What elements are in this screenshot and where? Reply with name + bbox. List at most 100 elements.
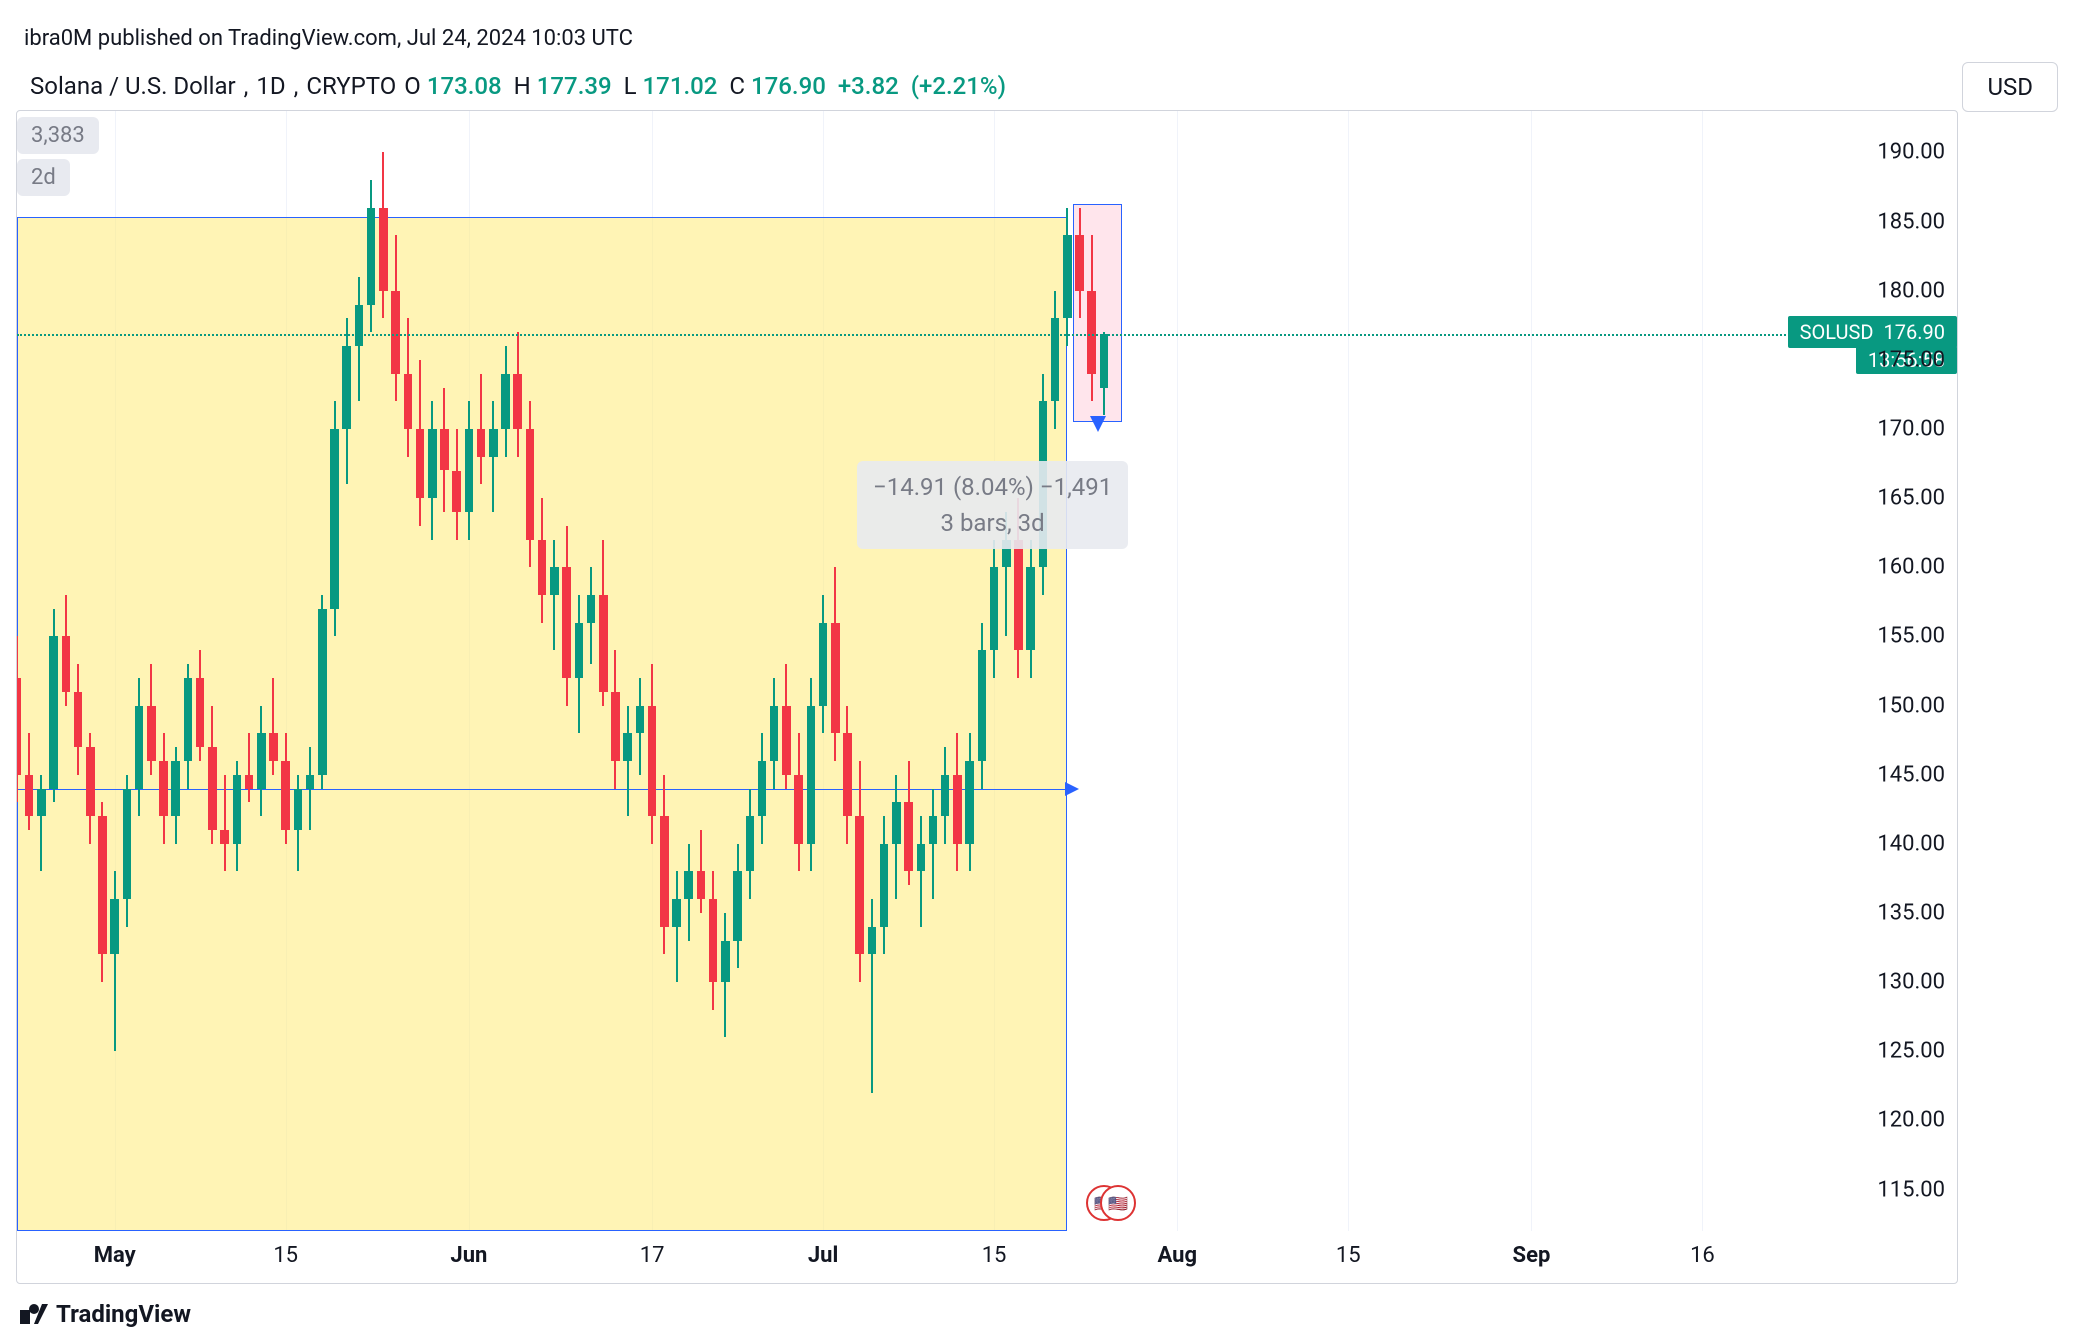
candle[interactable]	[709, 111, 718, 1231]
candle[interactable]	[477, 111, 486, 1231]
candle[interactable]	[746, 111, 755, 1231]
candle[interactable]	[562, 111, 571, 1231]
candle[interactable]	[159, 111, 168, 1231]
candle[interactable]	[110, 111, 119, 1231]
candle[interactable]	[233, 111, 242, 1231]
candle[interactable]	[74, 111, 83, 1231]
candle[interactable]	[892, 111, 901, 1231]
candle[interactable]	[526, 111, 535, 1231]
candle[interactable]	[941, 111, 950, 1231]
candle[interactable]	[1002, 111, 1011, 1231]
candle[interactable]	[660, 111, 669, 1231]
candle[interactable]	[294, 111, 303, 1231]
chart-canvas[interactable]: SOLUSD176.9013:56:583,3832d−14.91 (8.04%…	[17, 111, 1849, 1231]
time-axis[interactable]: May15Jun17Jul15Aug15Sep16	[17, 1231, 1849, 1283]
economic-event-icon[interactable]: 🇺🇸	[1100, 1185, 1136, 1221]
candle[interactable]	[843, 111, 852, 1231]
candle[interactable]	[917, 111, 926, 1231]
candle[interactable]	[220, 111, 229, 1231]
symbol-name[interactable]: Solana / U.S. Dollar	[30, 72, 236, 100]
candle[interactable]	[147, 111, 156, 1231]
candle[interactable]	[807, 111, 816, 1231]
candle[interactable]	[1063, 111, 1072, 1231]
candle[interactable]	[86, 111, 95, 1231]
candle[interactable]	[1014, 111, 1023, 1231]
candle[interactable]	[587, 111, 596, 1231]
candle[interactable]	[501, 111, 510, 1231]
candle[interactable]	[452, 111, 461, 1231]
candle[interactable]	[25, 111, 34, 1231]
candle[interactable]	[758, 111, 767, 1231]
candle[interactable]	[965, 111, 974, 1231]
candle[interactable]	[379, 111, 388, 1231]
candle[interactable]	[245, 111, 254, 1231]
candle[interactable]	[794, 111, 803, 1231]
candle[interactable]	[855, 111, 864, 1231]
candle[interactable]	[611, 111, 620, 1231]
candle[interactable]	[391, 111, 400, 1231]
exchange[interactable]: CRYPTO	[306, 72, 396, 100]
candle[interactable]	[489, 111, 498, 1231]
candle[interactable]	[330, 111, 339, 1231]
candle[interactable]	[342, 111, 351, 1231]
candle[interactable]	[184, 111, 193, 1231]
candle[interactable]	[318, 111, 327, 1231]
candle[interactable]	[733, 111, 742, 1231]
candle[interactable]	[575, 111, 584, 1231]
candle[interactable]	[269, 111, 278, 1231]
candle[interactable]	[49, 111, 58, 1231]
candle[interactable]	[721, 111, 730, 1231]
candle[interactable]	[416, 111, 425, 1231]
candle[interactable]	[868, 111, 877, 1231]
candle[interactable]	[171, 111, 180, 1231]
candle[interactable]	[1051, 111, 1060, 1231]
candle[interactable]	[16, 111, 21, 1231]
candle[interactable]	[782, 111, 791, 1231]
candle[interactable]	[904, 111, 913, 1231]
candle[interactable]	[135, 111, 144, 1231]
candle[interactable]	[880, 111, 889, 1231]
candle[interactable]	[929, 111, 938, 1231]
candle[interactable]	[978, 111, 987, 1231]
candle[interactable]	[465, 111, 474, 1231]
candle[interactable]	[770, 111, 779, 1231]
candle[interactable]	[1039, 111, 1048, 1231]
candle[interactable]	[684, 111, 693, 1231]
candle[interactable]	[1026, 111, 1035, 1231]
interval[interactable]: 1D	[256, 72, 285, 100]
candle[interactable]	[306, 111, 315, 1231]
candle[interactable]	[404, 111, 413, 1231]
candle[interactable]	[831, 111, 840, 1231]
candle[interactable]	[513, 111, 522, 1231]
candle[interactable]	[37, 111, 46, 1231]
candle[interactable]	[623, 111, 632, 1231]
candle[interactable]	[819, 111, 828, 1231]
info-badge[interactable]: 2d	[17, 159, 70, 196]
candle[interactable]	[953, 111, 962, 1231]
candle[interactable]	[697, 111, 706, 1231]
price-axis[interactable]: 190.00185.00180.00175.00170.00165.00160.…	[1849, 111, 1957, 1231]
candle[interactable]	[208, 111, 217, 1231]
candle[interactable]	[428, 111, 437, 1231]
tradingview-logo[interactable]: TradingView	[20, 1300, 191, 1328]
candle[interactable]	[648, 111, 657, 1231]
candle[interactable]	[196, 111, 205, 1231]
candle[interactable]	[1075, 111, 1084, 1231]
candle[interactable]	[281, 111, 290, 1231]
candle[interactable]	[1100, 111, 1109, 1231]
info-badge[interactable]: 3,383	[17, 117, 99, 154]
candle[interactable]	[990, 111, 999, 1231]
candle[interactable]	[1087, 111, 1096, 1231]
candle[interactable]	[599, 111, 608, 1231]
candle[interactable]	[62, 111, 71, 1231]
candle[interactable]	[367, 111, 376, 1231]
candle[interactable]	[257, 111, 266, 1231]
candle[interactable]	[672, 111, 681, 1231]
currency-selector[interactable]: USD	[1962, 62, 2058, 112]
candle[interactable]	[123, 111, 132, 1231]
candle[interactable]	[538, 111, 547, 1231]
candle[interactable]	[440, 111, 449, 1231]
candle[interactable]	[636, 111, 645, 1231]
candle[interactable]	[355, 111, 364, 1231]
candle[interactable]	[98, 111, 107, 1231]
